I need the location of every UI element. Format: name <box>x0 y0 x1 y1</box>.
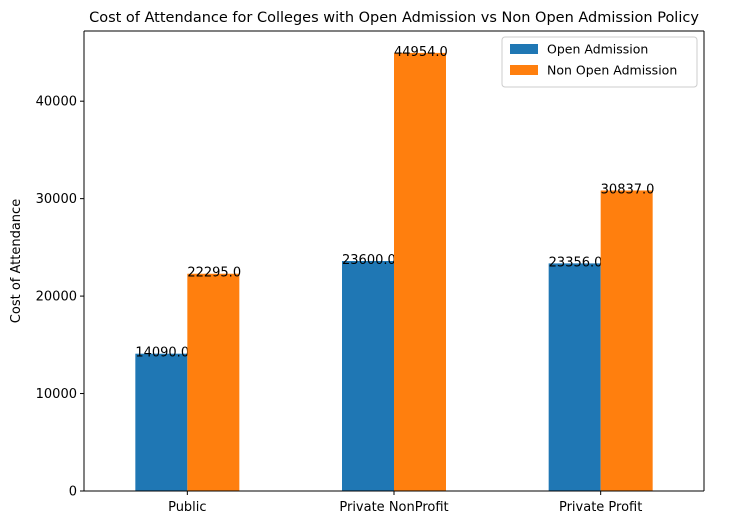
bar-non-open-admission-public <box>187 273 240 491</box>
data-label: 23356.0 <box>549 255 603 270</box>
x-tick-label: Public <box>168 500 206 515</box>
x-tick-label: Private Profit <box>559 500 642 515</box>
legend-frame <box>501 36 698 88</box>
legend: Open Admission Non Open Admission <box>501 36 698 88</box>
bar-non-open-admission-private-nonprofit <box>394 52 446 492</box>
y-tick-label: 20000 <box>36 290 77 305</box>
data-label: 30837.0 <box>601 182 655 197</box>
data-label: 23600.0 <box>342 253 396 268</box>
y-tick-label: 40000 <box>36 95 77 110</box>
x-tick-label: Private NonProfit <box>339 500 448 515</box>
legend-swatch <box>510 65 538 75</box>
legend-label: Open Admission <box>547 42 648 57</box>
bar-open-admission-private-profit <box>548 263 601 491</box>
legend-swatch <box>510 44 538 54</box>
y-tick-label: 10000 <box>36 387 77 402</box>
data-label: 22295.0 <box>187 266 241 281</box>
bar-open-admission-private-nonprofit <box>342 261 394 491</box>
data-label: 44954.0 <box>394 45 448 60</box>
legend-label: Non Open Admission <box>547 63 677 78</box>
y-tick-label: 30000 <box>36 192 77 207</box>
bar-open-admission-public <box>135 353 188 491</box>
bar-non-open-admission-private-profit <box>600 190 653 491</box>
plot-area: 14090.0 23600.0 23356.0 22295.0 44954.0 30837… <box>36 30 705 515</box>
y-axis-label: Cost of Attendance <box>9 199 24 323</box>
data-label: 14090.0 <box>135 346 189 361</box>
y-tick-label: 0 <box>69 485 77 500</box>
chart-title: Cost of Attendance for Colleges with Ope… <box>89 10 699 26</box>
